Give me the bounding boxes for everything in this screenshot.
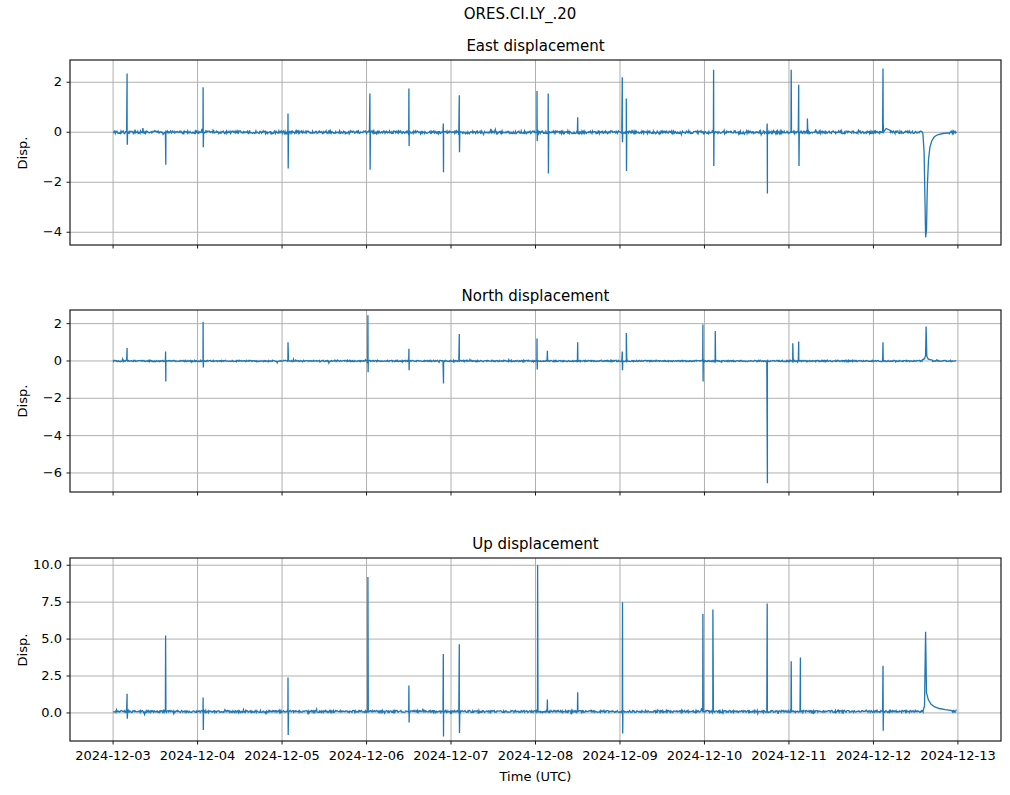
x-tick-label: 2024-12-10 [659, 748, 749, 764]
y-tick-label: −6 [0, 465, 62, 481]
y-tick-label: −4 [0, 428, 62, 444]
y-tick-label: −2 [0, 174, 62, 190]
y-tick-label: 10.0 [0, 557, 62, 573]
y-tick-label: −2 [0, 390, 62, 406]
y-tick-label: 2.5 [0, 668, 62, 684]
x-axis-label: Time (UTC) [70, 769, 1001, 784]
charts-canvas [0, 0, 1010, 795]
y-tick-label: 2 [0, 74, 62, 90]
north-series-line [113, 315, 956, 483]
figure: ORES.CI.LY_.20 East displacement North d… [0, 0, 1010, 795]
x-tick-label: 2024-12-03 [68, 748, 158, 764]
up-series-line [113, 565, 956, 736]
y-tick-label: 7.5 [0, 594, 62, 610]
x-tick-label: 2024-12-05 [237, 748, 327, 764]
y-tick-label: 0 [0, 353, 62, 369]
y-tick-label: 5.0 [0, 631, 62, 647]
x-tick-label: 2024-12-13 [913, 748, 1003, 764]
east-series-line [113, 69, 956, 238]
x-tick-label: 2024-12-04 [153, 748, 243, 764]
x-tick-label: 2024-12-06 [322, 748, 412, 764]
x-tick-label: 2024-12-12 [828, 748, 918, 764]
x-tick-label: 2024-12-07 [406, 748, 496, 764]
y-tick-label: −4 [0, 224, 62, 240]
y-tick-label: 0.0 [0, 705, 62, 721]
x-tick-label: 2024-12-08 [491, 748, 581, 764]
y-tick-label: 2 [0, 316, 62, 332]
x-tick-label: 2024-12-11 [744, 748, 834, 764]
x-tick-label: 2024-12-09 [575, 748, 665, 764]
y-tick-label: 0 [0, 124, 62, 140]
